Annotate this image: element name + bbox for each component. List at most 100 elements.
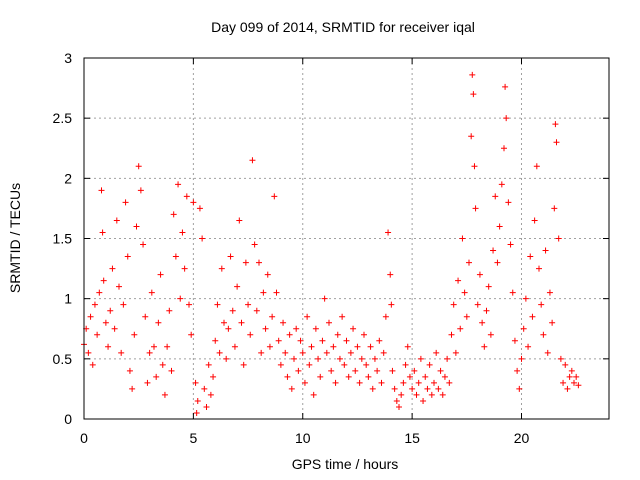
data-point bbox=[168, 367, 175, 374]
data-point bbox=[288, 385, 295, 392]
data-point bbox=[459, 235, 466, 242]
data-point bbox=[179, 229, 186, 236]
data-point bbox=[159, 361, 166, 368]
data-point bbox=[218, 265, 225, 272]
data-point bbox=[118, 349, 125, 356]
data-point bbox=[299, 349, 306, 356]
data-point bbox=[470, 91, 477, 98]
data-point bbox=[415, 379, 422, 386]
data-point bbox=[301, 379, 308, 386]
data-point bbox=[538, 301, 545, 308]
data-point bbox=[343, 337, 350, 344]
data-point bbox=[227, 253, 234, 260]
data-point bbox=[452, 349, 459, 356]
data-point bbox=[266, 343, 273, 350]
data-point bbox=[245, 301, 252, 308]
data-point bbox=[463, 313, 470, 320]
data-point bbox=[356, 379, 363, 386]
x-axis-label: GPS time / hours bbox=[292, 456, 399, 472]
data-point bbox=[568, 367, 575, 374]
data-point bbox=[223, 355, 230, 362]
data-point bbox=[404, 343, 411, 350]
data-point bbox=[242, 259, 249, 266]
data-point bbox=[393, 397, 400, 404]
data-point bbox=[490, 247, 497, 254]
data-point bbox=[109, 265, 116, 272]
data-point bbox=[155, 319, 162, 326]
data-point bbox=[358, 355, 365, 362]
data-point bbox=[468, 133, 475, 140]
data-point bbox=[378, 379, 385, 386]
data-point bbox=[164, 343, 171, 350]
data-point bbox=[256, 259, 262, 266]
data-point bbox=[571, 379, 577, 386]
data-point bbox=[126, 367, 133, 374]
data-point bbox=[240, 361, 247, 368]
y-tick-label: 2.5 bbox=[53, 110, 73, 126]
data-point bbox=[380, 349, 387, 356]
x-tick-label: 10 bbox=[295, 430, 311, 446]
data-point bbox=[389, 367, 396, 374]
data-point bbox=[562, 361, 569, 368]
data-point bbox=[575, 382, 582, 389]
data-point bbox=[100, 277, 107, 284]
data-point bbox=[382, 313, 389, 320]
data-point bbox=[262, 325, 269, 332]
data-point bbox=[236, 217, 243, 224]
data-point bbox=[297, 337, 304, 344]
data-point bbox=[413, 391, 420, 398]
data-point bbox=[251, 241, 258, 248]
data-point bbox=[291, 355, 297, 362]
data-points bbox=[81, 71, 582, 416]
data-point bbox=[238, 319, 245, 326]
data-point bbox=[161, 391, 168, 398]
data-point bbox=[116, 283, 122, 290]
data-point bbox=[260, 289, 267, 296]
data-point bbox=[142, 313, 149, 320]
data-point bbox=[420, 397, 427, 404]
data-point bbox=[269, 313, 276, 320]
data-point bbox=[148, 289, 155, 296]
data-point bbox=[564, 385, 571, 392]
data-point bbox=[363, 361, 370, 368]
data-point bbox=[514, 367, 521, 374]
data-point bbox=[531, 217, 538, 224]
data-point bbox=[503, 115, 510, 122]
data-point bbox=[388, 301, 395, 308]
axis-ticks bbox=[83, 57, 609, 420]
data-point bbox=[439, 391, 446, 398]
data-point bbox=[253, 307, 260, 314]
data-point bbox=[391, 385, 398, 392]
data-point bbox=[172, 253, 179, 260]
data-point bbox=[511, 337, 518, 344]
data-point bbox=[402, 361, 409, 368]
data-point bbox=[205, 361, 212, 368]
data-point bbox=[196, 205, 203, 212]
data-point bbox=[555, 235, 562, 242]
data-point bbox=[129, 385, 136, 392]
data-point bbox=[350, 325, 357, 332]
data-point bbox=[494, 259, 501, 266]
data-point bbox=[536, 265, 542, 272]
y-tick-label: 0 bbox=[64, 411, 72, 427]
data-point bbox=[203, 403, 210, 410]
data-point bbox=[308, 343, 315, 350]
data-point bbox=[229, 307, 236, 314]
data-point bbox=[448, 331, 455, 338]
data-point bbox=[461, 289, 468, 296]
data-point bbox=[455, 277, 462, 284]
data-point bbox=[428, 391, 435, 398]
data-point bbox=[406, 373, 413, 380]
data-point bbox=[216, 349, 223, 356]
data-point bbox=[144, 379, 151, 386]
data-point bbox=[89, 361, 96, 368]
data-point bbox=[485, 283, 492, 290]
data-point bbox=[469, 71, 476, 78]
data-point bbox=[540, 331, 547, 338]
data-point bbox=[361, 331, 367, 338]
data-point bbox=[527, 253, 534, 260]
data-point bbox=[557, 355, 564, 362]
data-point bbox=[188, 331, 195, 338]
chart-title: Day 099 of 2014, SRMTID for receiver iqa… bbox=[211, 19, 475, 35]
